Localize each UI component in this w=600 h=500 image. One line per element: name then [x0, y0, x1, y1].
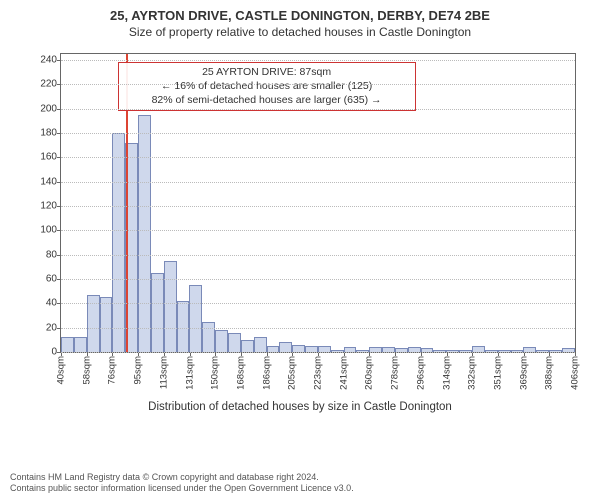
xtick-label: 223sqm: [313, 356, 324, 390]
histogram-bar: [189, 285, 202, 352]
gridline: [61, 352, 575, 353]
histogram-bar: [241, 340, 254, 352]
ytick-label: 240: [40, 55, 61, 66]
histogram-bar: [228, 333, 241, 352]
gridline: [61, 230, 575, 231]
gridline: [61, 328, 575, 329]
gridline: [61, 206, 575, 207]
xtick-label: 332sqm: [467, 356, 478, 390]
ytick-label: 100: [40, 225, 61, 236]
xtick-label: 278sqm: [390, 356, 401, 390]
gridline: [61, 255, 575, 256]
xtick-label: 76sqm: [107, 356, 118, 385]
histogram-bar: [279, 342, 292, 352]
histogram-bar: [215, 330, 228, 352]
histogram-bar: [112, 133, 125, 352]
histogram-bar: [100, 297, 113, 352]
histogram-bar: [61, 337, 74, 352]
page-subtitle: Size of property relative to detached ho…: [10, 25, 590, 39]
xtick-label: 168sqm: [235, 356, 246, 390]
ytick-label: 140: [40, 176, 61, 187]
xtick-label: 406sqm: [570, 356, 581, 390]
ytick-label: 180: [40, 128, 61, 139]
histogram-bar: [254, 337, 267, 352]
xtick-label: 351sqm: [492, 356, 503, 390]
xtick-label: 205sqm: [287, 356, 298, 390]
xtick-label: 369sqm: [518, 356, 529, 390]
gridline: [61, 279, 575, 280]
histogram-bar: [164, 261, 177, 352]
ytick-label: 20: [46, 322, 61, 333]
histogram-bar: [151, 273, 164, 352]
xtick-label: 260sqm: [364, 356, 375, 390]
footer-attribution: Contains HM Land Registry data © Crown c…: [10, 472, 590, 495]
xtick-label: 95sqm: [133, 356, 144, 385]
info-line-3: 82% of semi-detached houses are larger (…: [127, 94, 407, 108]
chart-container: 25, AYRTON DRIVE, CASTLE DONINGTON, DERB…: [0, 0, 600, 500]
footer-line-2: Contains public sector information licen…: [10, 483, 590, 494]
histogram-bar: [74, 337, 87, 352]
gridline: [61, 109, 575, 110]
info-box: 25 AYRTON DRIVE: 87sqm ← 16% of detached…: [118, 62, 416, 111]
ytick-label: 120: [40, 201, 61, 212]
xtick-label: 113sqm: [158, 356, 169, 389]
histogram-bar: [138, 115, 151, 352]
histogram-bar: [292, 345, 305, 352]
gridline: [61, 133, 575, 134]
x-axis-label: Distribution of detached houses by size …: [10, 401, 590, 413]
xtick-label: 314sqm: [441, 356, 452, 390]
histogram-bar: [202, 322, 215, 352]
ytick-label: 200: [40, 103, 61, 114]
gridline: [61, 60, 575, 61]
ytick-label: 220: [40, 79, 61, 90]
ytick-label: 60: [46, 274, 61, 285]
info-line-2: ← 16% of detached houses are smaller (12…: [127, 80, 407, 94]
ytick-label: 160: [40, 152, 61, 163]
xtick-label: 150sqm: [210, 356, 221, 390]
ytick-label: 40: [46, 298, 61, 309]
info-line-1: 25 AYRTON DRIVE: 87sqm: [127, 66, 407, 80]
gridline: [61, 84, 575, 85]
xtick-label: 58sqm: [81, 356, 92, 385]
xtick-label: 296sqm: [415, 356, 426, 390]
xtick-label: 388sqm: [544, 356, 555, 390]
ytick-label: 80: [46, 249, 61, 260]
page-title: 25, AYRTON DRIVE, CASTLE DONINGTON, DERB…: [10, 8, 590, 23]
plot-region: 25 AYRTON DRIVE: 87sqm ← 16% of detached…: [60, 53, 576, 353]
xtick-label: 40sqm: [56, 356, 67, 385]
histogram-bar: [177, 301, 190, 352]
gridline: [61, 303, 575, 304]
xtick-label: 241sqm: [338, 356, 349, 390]
ytick-label: 0: [51, 347, 61, 358]
gridline: [61, 182, 575, 183]
footer-line-1: Contains HM Land Registry data © Crown c…: [10, 472, 590, 483]
xtick-label: 186sqm: [261, 356, 272, 390]
gridline: [61, 157, 575, 158]
xtick-label: 131sqm: [184, 356, 195, 390]
chart-area: Number of detached properties 25 AYRTON …: [10, 45, 590, 415]
